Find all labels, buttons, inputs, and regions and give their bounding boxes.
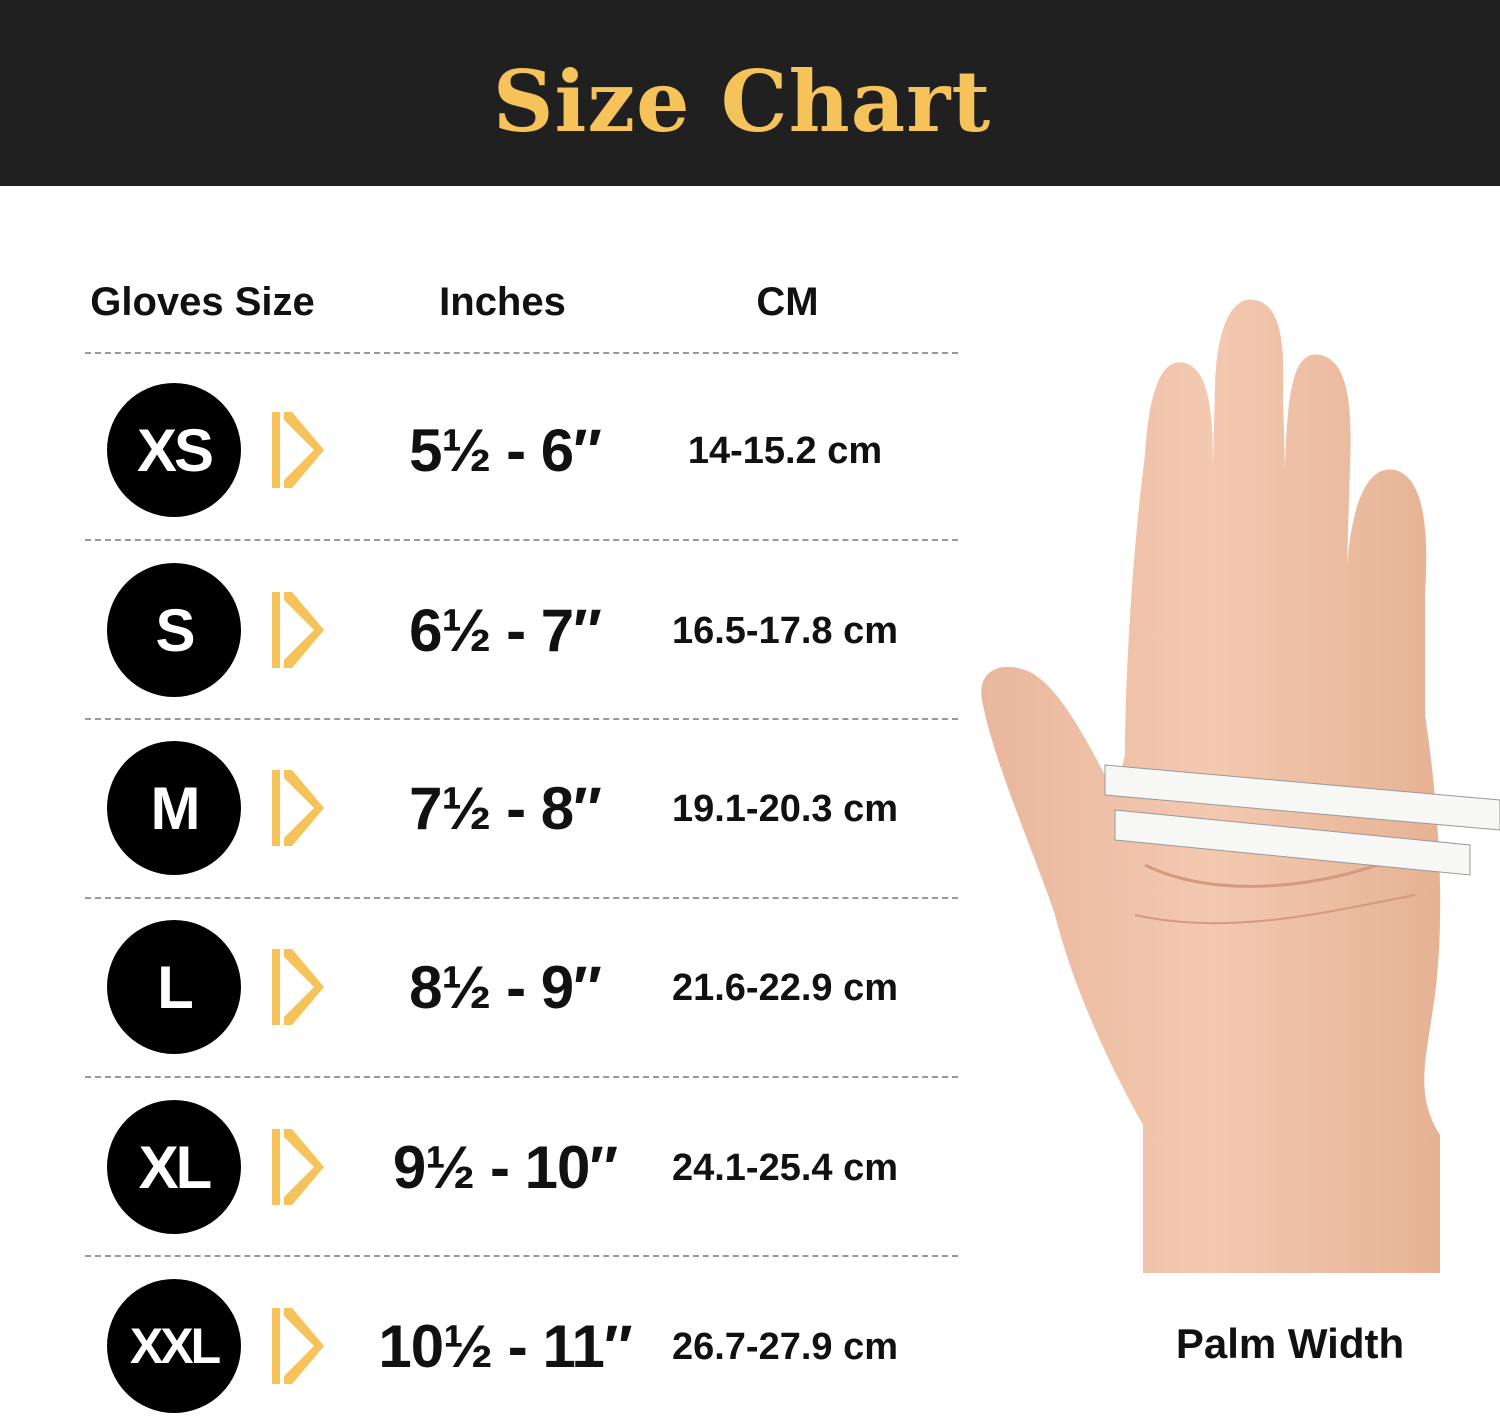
double-arrow-icon — [272, 770, 324, 846]
double-arrow-icon — [272, 592, 324, 668]
divider — [85, 539, 958, 541]
divider — [85, 718, 958, 720]
inches-value: 10½ - 11″ — [378, 1313, 632, 1380]
size-row-xl: XL 9½ - 10″ 24.1-25.4 cm — [0, 1097, 960, 1237]
size-row-l: L 8½ - 9″ 21.6-22.9 cm — [0, 917, 960, 1057]
column-header-inches: Inches — [439, 280, 566, 324]
divider — [85, 352, 958, 354]
inches-value: 6½ - 7″ — [409, 597, 602, 664]
hand-illustration — [981, 299, 1500, 1273]
size-badge: S — [107, 563, 241, 697]
inches-value: 5½ - 6″ — [409, 417, 602, 484]
cm-value: 24.1-25.4 cm — [671, 1147, 899, 1189]
cm-value: 26.7-27.9 cm — [671, 1326, 899, 1368]
inches-value: 7½ - 8″ — [409, 775, 602, 842]
size-badge: XXL — [107, 1279, 241, 1413]
size-row-m: M 7½ - 8″ 19.1-20.3 cm — [0, 738, 960, 878]
divider — [85, 1255, 958, 1257]
size-row-s: S 6½ - 7″ 16.5-17.8 cm — [0, 560, 960, 700]
size-badge: L — [107, 920, 241, 1054]
size-badge: XS — [107, 383, 241, 517]
size-row-xxl: XXL 10½ - 11″ 26.7-27.9 cm — [0, 1276, 960, 1416]
double-arrow-icon — [272, 412, 324, 488]
double-arrow-icon — [272, 949, 324, 1025]
size-row-xs: XS 5½ - 6″ 14-15.2 cm — [0, 380, 960, 520]
size-badge: XL — [107, 1100, 241, 1234]
cm-value: 16.5-17.8 cm — [671, 610, 899, 652]
size-badge: M — [107, 741, 241, 875]
divider — [85, 897, 958, 899]
double-arrow-icon — [272, 1308, 324, 1384]
column-header-cm: CM — [756, 280, 819, 324]
double-arrow-icon — [272, 1129, 324, 1205]
inches-value: 9½ - 10″ — [392, 1134, 618, 1201]
cm-value: 21.6-22.9 cm — [671, 967, 899, 1009]
inches-value: 8½ - 9″ — [409, 954, 602, 1021]
divider — [85, 1076, 958, 1078]
cm-value: 14-15.2 cm — [687, 430, 883, 472]
column-header-size: Gloves Size — [90, 280, 315, 324]
palm-width-caption: Palm Width — [1175, 1320, 1405, 1367]
page-title: Size Chart — [492, 52, 992, 151]
cm-value: 19.1-20.3 cm — [671, 788, 899, 830]
header-banner: Size Chart — [0, 0, 1500, 186]
